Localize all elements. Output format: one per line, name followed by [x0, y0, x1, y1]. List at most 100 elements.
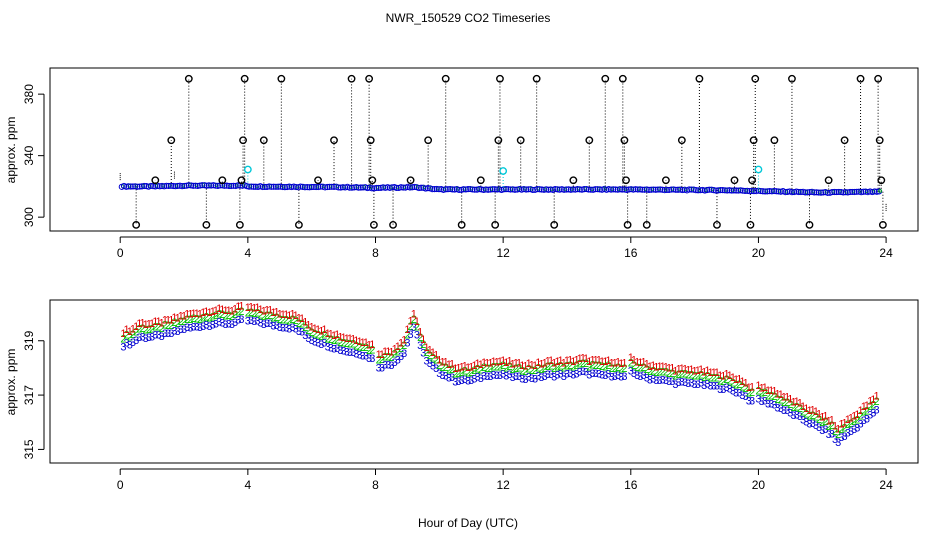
series-2-point: 2: [842, 423, 848, 435]
series-2-point: 2: [870, 399, 876, 411]
series-2-point: 2: [711, 372, 717, 384]
series-2-point: 2: [628, 357, 634, 369]
series-1-point: 1: [264, 304, 270, 316]
series-3-point: 3: [672, 379, 678, 391]
co2-point: [616, 186, 624, 193]
co2-point: [471, 186, 478, 193]
series-2-point: 2: [835, 429, 841, 441]
series-3-point: 3: [133, 335, 139, 347]
co2-point: [190, 182, 197, 189]
series-3-point: 3: [462, 374, 468, 386]
series-3-point: 3: [305, 333, 311, 345]
series-3-point: 3: [558, 369, 564, 381]
series-3-point: 3: [723, 382, 729, 394]
co2-point: [210, 182, 217, 189]
co2-point: [576, 186, 583, 193]
co2-point: [733, 187, 740, 194]
series-3-point: 3: [676, 377, 682, 389]
series-3-point: 3: [481, 370, 487, 382]
series-3-point: 3: [653, 375, 659, 387]
co2-point: [348, 184, 355, 191]
co2-point: [817, 189, 825, 196]
series-1-point: 1: [873, 391, 879, 403]
co2-point: [858, 189, 865, 196]
top-y-tick-label: 340: [22, 145, 36, 165]
series-2-point: 2: [478, 365, 484, 377]
series-2-point: 2: [647, 366, 653, 378]
series-3-point: 3: [152, 330, 158, 342]
series-1-point: 1: [136, 318, 142, 330]
series-2-point: 2: [350, 339, 356, 351]
co2-point: [744, 187, 751, 194]
series-2-point: 2: [267, 310, 273, 322]
series-2-point: 2: [344, 338, 350, 350]
co2-point: [409, 184, 416, 191]
bottom-x-tick-label: 4: [245, 478, 252, 492]
series-2-point: 2: [325, 333, 331, 345]
series-2-point: 2: [404, 329, 410, 341]
series-1-point: 1: [775, 389, 781, 401]
series-3-point: 3: [455, 376, 461, 388]
co2-point: [136, 183, 143, 190]
series-1-point: 1: [452, 363, 458, 375]
series-1-point: 1: [829, 415, 835, 427]
co2-point: [773, 188, 780, 195]
series-1-point: 1: [459, 362, 465, 374]
co2-point: [375, 184, 382, 192]
top-x-tick-label: 0: [117, 246, 124, 260]
co2-point: [703, 186, 711, 194]
outlier-point: [875, 136, 884, 145]
series-1-point: 1: [385, 346, 391, 358]
series-1-point: 1: [168, 314, 174, 326]
outlier-point: [856, 74, 865, 83]
series-3-point: 3: [810, 418, 816, 430]
bottom-x-tick-label: 24: [879, 478, 893, 492]
series-3-point: 3: [835, 437, 841, 449]
series-2-point: 2: [258, 310, 264, 322]
series-1-point: 1: [666, 363, 672, 375]
series-3-point: 3: [727, 384, 733, 396]
series-2-point: 2: [277, 314, 283, 326]
series-1-point: 1: [238, 300, 244, 312]
series-2-point: 2: [232, 309, 238, 321]
series-2-point: 2: [717, 376, 723, 388]
series-1-point: 1: [143, 319, 149, 331]
series-2-point: 2: [759, 388, 765, 400]
series-1-point: 1: [487, 358, 493, 370]
series-2-point: 2: [427, 350, 433, 362]
series-2-point: 2: [369, 345, 375, 357]
co2-point: [277, 183, 284, 190]
series-2-point: 2: [446, 365, 452, 377]
series-3-point: 3: [682, 377, 688, 389]
series-1-point: 1: [152, 316, 158, 328]
series-3-point: 3: [755, 394, 761, 406]
series-1-point: 1: [870, 394, 876, 406]
series-1-point: 1: [749, 382, 755, 394]
series-1-point: 1: [465, 362, 471, 374]
series-3-point: 3: [337, 345, 343, 357]
series-1-point: 1: [848, 413, 854, 425]
series-3-point: 3: [688, 377, 694, 389]
series-3-point: 3: [120, 341, 126, 353]
series-1-point: 1: [784, 391, 790, 403]
series-3-point: 3: [538, 372, 544, 384]
series-2-point: 2: [206, 313, 212, 325]
series-3-point: 3: [778, 403, 784, 415]
series-1-point: 1: [500, 355, 506, 367]
series-2-point: 2: [672, 371, 678, 383]
series-3-point: 3: [417, 340, 423, 352]
series-2-point: 2: [660, 366, 666, 378]
outlier-point: [677, 136, 686, 145]
series-1-point: 1: [497, 356, 503, 368]
series-2-point: 2: [245, 307, 251, 319]
series-3-point: 3: [548, 369, 554, 381]
series-1-point: 1: [376, 349, 382, 361]
series-2-point: 2: [634, 362, 640, 374]
series-3-point: 3: [478, 373, 484, 385]
bottom-y-tick-label: 315: [22, 439, 36, 459]
series-3-point: 3: [219, 317, 225, 329]
series-2-point: 2: [510, 364, 516, 376]
co2-point: [415, 184, 422, 192]
series-2-point: 2: [867, 401, 873, 413]
